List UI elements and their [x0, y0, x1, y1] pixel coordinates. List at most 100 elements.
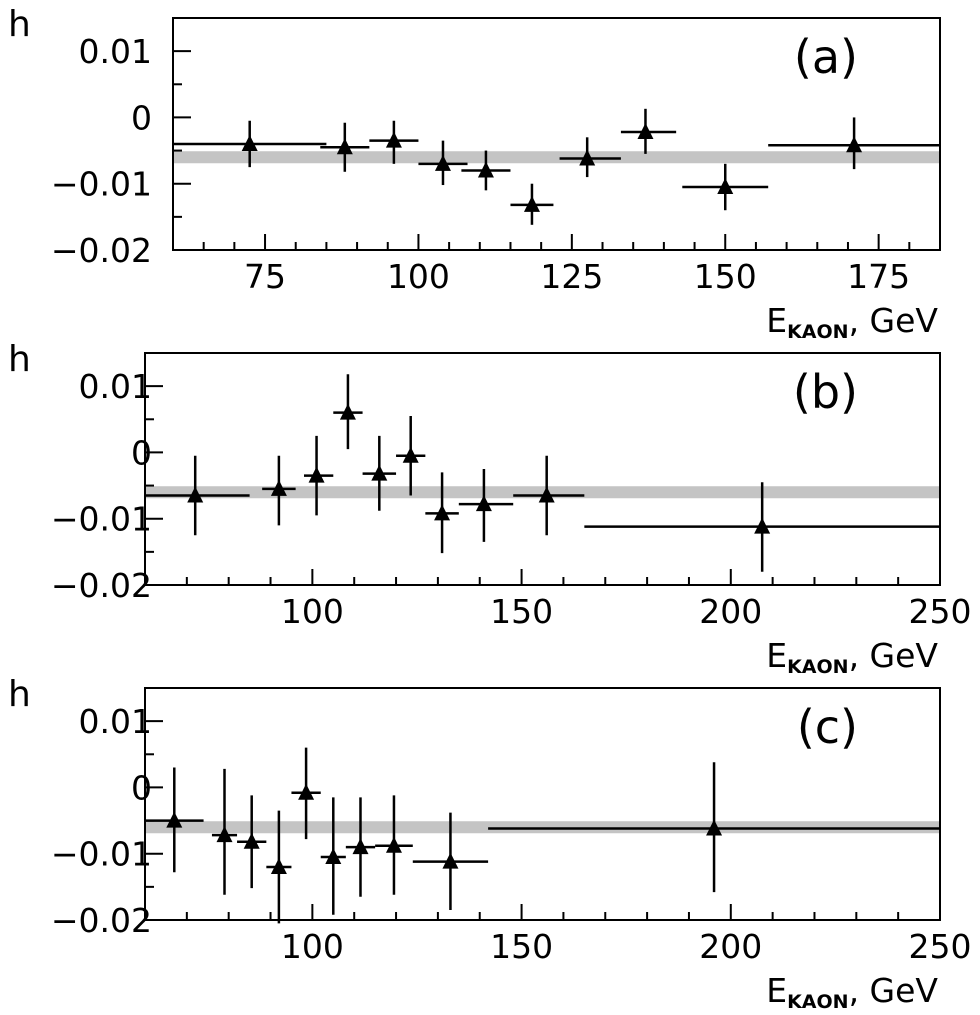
data-point [418, 140, 468, 186]
triangle-marker [706, 819, 723, 836]
y-tick-label: −0.01 [51, 165, 152, 204]
triangle-marker [538, 486, 555, 503]
data-point [304, 435, 334, 516]
x-tick-label: 150 [694, 257, 757, 296]
data-point [173, 120, 327, 168]
triangle-marker [385, 131, 402, 148]
x-axis-label: EKAON, GeV [766, 971, 938, 1013]
data-point [145, 455, 250, 536]
x-axis-label-unit: , GeV [849, 971, 939, 1010]
x-tick-label: 100 [281, 927, 344, 966]
data-point [768, 117, 940, 170]
x-axis-label-unit: , GeV [849, 301, 939, 340]
triangle-marker [308, 466, 325, 483]
y-tick-label: 0.01 [79, 702, 152, 741]
x-tick-label: 250 [909, 927, 972, 966]
data-point [396, 415, 426, 496]
triangle-marker [434, 504, 451, 521]
data-point [412, 812, 489, 911]
x-axis-label-subscript: KAON [787, 656, 848, 678]
triangle-marker [241, 134, 258, 151]
y-tick-label: −0.01 [51, 500, 152, 539]
triangle-marker [523, 195, 540, 212]
data-point [362, 435, 397, 511]
y-tick-label: −0.02 [51, 231, 152, 270]
triangle-marker [270, 479, 287, 496]
triangle-marker [442, 852, 459, 869]
x-axis-label-subscript: KAON [787, 321, 848, 343]
y-tick-label: 0 [131, 433, 152, 472]
triangle-marker [187, 486, 204, 503]
y-axis-label: h [8, 339, 31, 380]
panel-c: 100 150 200 250 0.01 0 −0.01 −0.02 h (c) EKAON, Ge… [8, 674, 972, 1013]
data-point [237, 795, 267, 889]
y-tick-label: 0 [131, 768, 152, 807]
triangle-marker [243, 832, 260, 849]
triangle-marker [475, 495, 492, 512]
data-point [211, 768, 238, 895]
triangle-marker [477, 161, 494, 178]
y-tick-label: 0.01 [79, 32, 152, 71]
data-point [559, 137, 621, 178]
triangle-marker [371, 464, 388, 481]
triangle-marker [434, 154, 451, 171]
x-axis-label-main: E [766, 301, 787, 340]
data-point [513, 455, 585, 536]
triangle-marker [717, 178, 734, 195]
x-tick-label: 200 [699, 927, 762, 966]
x-axis-label: EKAON, GeV [766, 636, 938, 678]
data-point [461, 150, 511, 191]
plot-frame [144, 687, 941, 921]
data-point [320, 797, 346, 915]
triangle-marker [166, 811, 183, 828]
data-point [488, 762, 940, 893]
x-tick-label: 75 [244, 257, 286, 296]
x-tick-label: 100 [281, 592, 344, 631]
data-point [620, 108, 677, 154]
data-point [369, 120, 419, 164]
y-axis-label: h [8, 674, 31, 715]
data-point [345, 797, 376, 897]
plot-frame [144, 352, 941, 586]
triangle-marker [579, 149, 596, 166]
triangle-marker [270, 857, 287, 874]
triangle-marker [846, 136, 863, 153]
triangle-marker [385, 836, 402, 853]
x-axis-label-main: E [766, 636, 787, 675]
x-tick-label: 250 [909, 592, 972, 631]
plot-frame [172, 17, 941, 251]
data-point [291, 747, 321, 840]
data-point [584, 482, 940, 572]
data-point [458, 469, 514, 542]
x-axis-label-unit: , GeV [849, 636, 939, 675]
triangle-marker [402, 446, 419, 463]
x-axis-label: EKAON, GeV [766, 301, 938, 343]
x-tick-label: 150 [490, 927, 553, 966]
y-tick-label: 0.01 [79, 367, 152, 406]
x-axis-label-subscript: KAON [787, 991, 848, 1013]
x-tick-label: 100 [387, 257, 450, 296]
y-tick-label: 0 [131, 98, 152, 137]
x-tick-label: 200 [699, 592, 762, 631]
panel-label: (c) [797, 700, 858, 754]
panel-b: 100 150 200 250 0.01 0 −0.01 −0.02 h (b) EKAON, Ge… [8, 339, 972, 678]
data-point [145, 767, 204, 873]
data-point [682, 163, 769, 211]
triangle-marker [352, 838, 369, 855]
panel-label: (a) [794, 30, 858, 84]
triangle-marker [339, 403, 356, 420]
x-tick-label: 175 [847, 257, 910, 296]
data-point [425, 472, 459, 554]
x-axis-label-main: E [766, 971, 787, 1010]
triangle-marker [298, 783, 315, 800]
data-point [375, 795, 413, 895]
triangle-marker [336, 138, 353, 155]
data-point [333, 374, 363, 450]
y-axis-label: h [8, 4, 31, 45]
data-point [510, 183, 554, 225]
data-point [266, 810, 292, 924]
triangle-marker [216, 826, 233, 843]
panel-a: 75 100 125 150 175 0.01 0 −0.01 −0.02 h (a) EKAON, … [8, 4, 941, 343]
y-tick-label: −0.01 [51, 835, 152, 874]
